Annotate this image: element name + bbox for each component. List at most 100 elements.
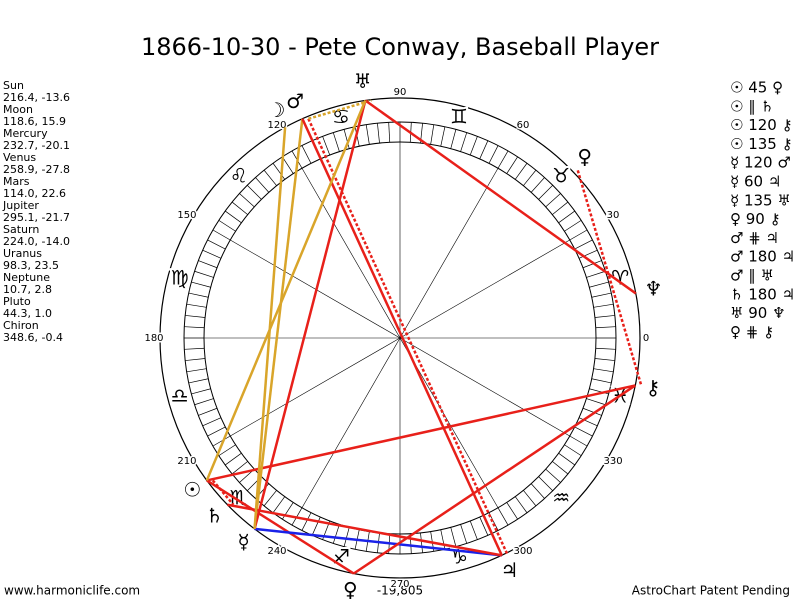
- ring-tick: [186, 368, 207, 373]
- planet-name: Uranus: [3, 247, 42, 260]
- degree-label: 270: [390, 579, 409, 590]
- ring-tick: [198, 260, 218, 269]
- ring-tick: [239, 193, 255, 208]
- ring-tick: [564, 444, 582, 456]
- ring-tick: [591, 292, 612, 298]
- ring-tick: [377, 123, 380, 144]
- ring-tick: [558, 452, 575, 466]
- ring-tick: [198, 407, 218, 416]
- ring-tick: [218, 444, 236, 456]
- planet-position: 348.6, -0.4: [3, 331, 63, 344]
- outer-circle: [159, 97, 641, 579]
- ring-tick: [545, 468, 561, 483]
- ring-tick: [558, 210, 575, 224]
- aspect-entry: ☿ 60 ♃: [730, 173, 781, 191]
- ring-tick: [420, 532, 423, 553]
- planet-glyph: ☉: [183, 478, 201, 502]
- aspect-line: [206, 384, 636, 482]
- ring-tick: [488, 145, 499, 164]
- aspect-line: [227, 503, 503, 557]
- aspect-entry: ☿ 135 ♅: [730, 191, 791, 209]
- planet-name: Sun: [3, 79, 24, 92]
- ring-tick: [523, 169, 537, 186]
- ring-tick: [301, 145, 312, 164]
- ring-tick: [225, 210, 242, 224]
- degree-label: 180: [144, 333, 163, 344]
- aspect-entry: ♄ 180 ♃: [730, 285, 795, 303]
- degree-label: 210: [177, 456, 196, 467]
- aspect-entry: ♀ 90 ⚷: [730, 210, 781, 228]
- ring-tick: [282, 156, 294, 174]
- zodiac-sign: ♍: [171, 265, 189, 289]
- ring-tick: [545, 193, 561, 208]
- ring-tick: [479, 516, 489, 536]
- aspect-entry: ♂ 180 ♃: [730, 248, 795, 266]
- ring-tick: [301, 512, 312, 531]
- ring-tick: [191, 281, 211, 288]
- ring-tick: [263, 169, 277, 186]
- ring-tick: [185, 315, 206, 318]
- aspect-line: [254, 527, 502, 557]
- aspect-line: [364, 99, 637, 295]
- ring-tick: [578, 417, 598, 427]
- degree-label: 120: [267, 120, 286, 131]
- planet-position: 216.4, -13.6: [3, 91, 70, 104]
- zodiac-sign: ♊: [450, 104, 468, 128]
- ring-tick: [332, 524, 340, 544]
- ring-tick: [322, 136, 331, 156]
- planet-position: 10.7, 2.8: [3, 283, 52, 296]
- ring-tick: [586, 270, 606, 278]
- ring-tick: [552, 461, 569, 475]
- ring-tick: [231, 201, 248, 215]
- ring-tick: [231, 461, 248, 475]
- spoke: [301, 168, 401, 339]
- ring-tick: [578, 249, 598, 259]
- footer-notice: AstroChart Patent Pending: [632, 584, 790, 598]
- ring-tick: [430, 124, 435, 145]
- ring-tick: [272, 163, 286, 180]
- planet-position: 114.0, 22.6: [3, 187, 66, 200]
- ring-tick: [589, 281, 609, 288]
- aspect-line: [253, 118, 304, 530]
- ring-tick: [497, 150, 509, 169]
- spoke: [301, 337, 401, 508]
- aspect-line: [301, 118, 503, 556]
- ring-tick: [188, 378, 209, 384]
- ring-tick: [574, 426, 593, 437]
- ring-tick: [569, 229, 588, 241]
- aspect-entry: ☉ ∥ ♄: [730, 97, 774, 115]
- degree-label: 150: [177, 210, 196, 221]
- ring-tick: [595, 326, 616, 329]
- aspect-entry: ♂ ⋕ ♃: [730, 229, 779, 247]
- ring-tick: [188, 292, 209, 298]
- aspect-entry: ♅ 90 ♆: [730, 304, 786, 322]
- aspect-entry: ☉ 135 ⚷: [730, 135, 793, 153]
- ring-tick: [194, 398, 214, 406]
- degree-label: 30: [607, 210, 620, 221]
- ring-tick: [450, 129, 457, 149]
- planet-glyph: ☿: [238, 530, 250, 554]
- planet-position: 118.6, 15.9: [3, 115, 66, 128]
- ring-tick: [212, 435, 231, 447]
- planet-glyph: ♀: [343, 578, 358, 600]
- footer-score: -19,805: [377, 584, 423, 598]
- ring-tick: [184, 326, 205, 329]
- ring-tick: [460, 132, 468, 152]
- ring-tick: [538, 185, 553, 200]
- spoke: [399, 168, 499, 339]
- ring-tick: [263, 490, 277, 507]
- ring-tick: [450, 527, 457, 547]
- ring-tick: [552, 201, 569, 215]
- ring-tick: [440, 126, 446, 147]
- aspect-entry: ☿ 120 ♂: [730, 154, 791, 172]
- ring-tick: [582, 260, 602, 269]
- planet-glyph: ♅: [354, 69, 372, 93]
- ring-tick: [574, 239, 593, 250]
- planet-glyph: ☽: [268, 98, 286, 122]
- ring-tick: [388, 122, 391, 143]
- planet-glyph: ♀: [577, 144, 592, 168]
- chart-title: 1866-10-30 - Pete Conway, Baseball Playe…: [141, 33, 659, 61]
- footer-site: www.harmoniclife.com: [4, 584, 140, 598]
- ring-tick: [514, 496, 528, 513]
